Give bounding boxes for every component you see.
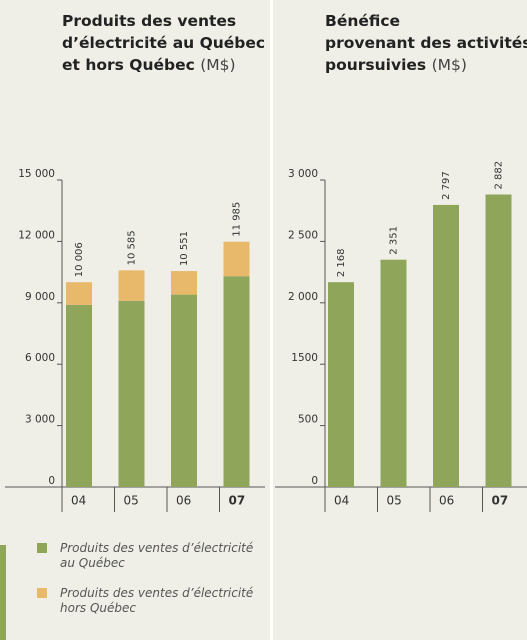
x-tick-label: 06 [439,494,454,508]
y-tick-label: 2 000 [288,291,318,303]
legend-label: Produits des ventes d’électricité au Qué… [60,541,254,570]
title-line: Bénéfice [325,12,400,30]
legend-swatch [37,543,47,553]
title-line: Produits des ventes [62,12,236,30]
value-label: 2 168 [336,249,347,278]
bar-segment [171,294,197,487]
bar [328,282,354,487]
value-label: 2 797 [441,171,452,200]
y-tick-label: 0 [48,475,55,487]
y-tick-label: 3 000 [25,414,55,426]
title-line: provenant des activités [325,34,527,52]
bar-segment [66,282,92,305]
x-tick-label: 04 [334,494,349,508]
chart-title: Produits des ventes d’électricité au Québ… [62,12,265,74]
y-tick-label: 15 000 [18,168,55,180]
y-tick-label: 2 500 [288,229,318,241]
value-label: 2 351 [389,226,400,255]
y-tick-label: 6 000 [25,352,55,364]
x-tick-label: 07 [229,494,246,508]
value-label: 10 551 [179,231,190,266]
x-tick-label: 06 [176,494,191,508]
bar [380,259,407,487]
x-tick-label: 07 [492,494,509,508]
legend-swatch [37,588,47,598]
bar-segment [223,241,250,277]
y-tick-label: 0 [311,475,318,487]
y-tick-label: 3 000 [288,168,318,180]
y-tick-label: 12 000 [18,229,55,241]
title-unit: (M$) [200,56,235,74]
bar-segment [118,270,145,301]
value-label: 10 585 [127,230,138,265]
value-label: 11 985 [232,202,243,237]
bar-segment [223,276,250,487]
legend-label: Produits des ventes d’électricité hors Q… [60,586,254,615]
title-line: et hors Québec [62,56,200,74]
bar-segment [66,304,92,487]
x-tick-label: 05 [124,494,139,508]
bar-segment [118,300,145,487]
x-tick-label: 05 [387,494,402,508]
bar-segment [171,271,197,295]
value-label: 10 006 [74,242,85,277]
bar [485,194,512,487]
bar [433,204,459,487]
y-tick-label: 9 000 [25,291,55,303]
title-line: poursuivies [325,56,432,74]
title-line: d’électricité au Québec [62,34,265,52]
value-label: 2 882 [494,161,505,190]
side-strip [0,545,6,640]
chart-title: Bénéfice provenant des activités poursuivi… [325,12,527,74]
x-tick-label: 04 [71,494,86,508]
y-tick-label: 500 [298,414,318,426]
y-tick-label: 1500 [291,352,318,364]
title-unit: (M$) [432,56,467,74]
